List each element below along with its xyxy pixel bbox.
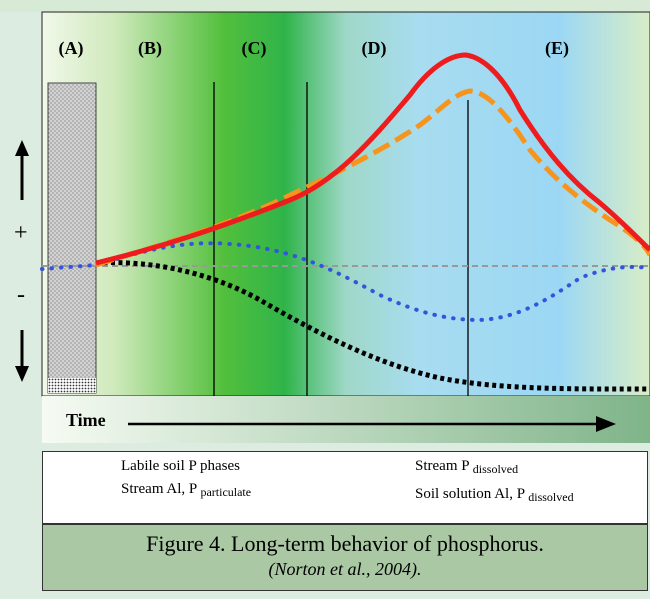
initial-condition-block xyxy=(47,82,97,394)
stream-al-p-particulate-curve xyxy=(95,52,650,266)
figure-caption: Figure 4. Long-term behavior of phosphor… xyxy=(42,524,648,591)
caption-title: Figure 4. Long-term behavior of phosphor… xyxy=(146,531,544,556)
time-strip xyxy=(42,396,650,443)
plus-sign: + xyxy=(14,220,28,246)
phase-label-c: (C) xyxy=(241,38,267,58)
legend-item-stream-al: Stream Al, P particulate xyxy=(121,481,252,499)
legend-item-labile: Labile soil P phases xyxy=(121,458,241,474)
legend-item-stream-p: Stream P dissolved xyxy=(415,458,519,476)
time-label: Time xyxy=(66,410,106,430)
initial-condition-block-base xyxy=(48,378,96,393)
labile-soil-p-curve xyxy=(95,260,650,392)
legend: Labile soil P phases Stream P dissolved … xyxy=(42,451,648,524)
minus-sign: - xyxy=(17,282,25,308)
phase-label-e: (E) xyxy=(545,38,569,58)
stream-p-dissolved-curve xyxy=(40,241,650,323)
top-band xyxy=(0,0,650,12)
phase-label-a: (A) xyxy=(58,38,84,58)
down-arrow-head xyxy=(15,366,29,382)
time-arrow-head xyxy=(596,416,616,432)
legend-item-soil-solution: Soil solution Al, P dissolved xyxy=(415,486,574,504)
phase-label-b: (B) xyxy=(138,38,162,58)
plot-background xyxy=(41,11,650,397)
caption-citation: (Norton et al., 2004). xyxy=(268,559,422,579)
up-arrow-head xyxy=(15,140,29,156)
phase-label-d: (D) xyxy=(361,38,387,58)
